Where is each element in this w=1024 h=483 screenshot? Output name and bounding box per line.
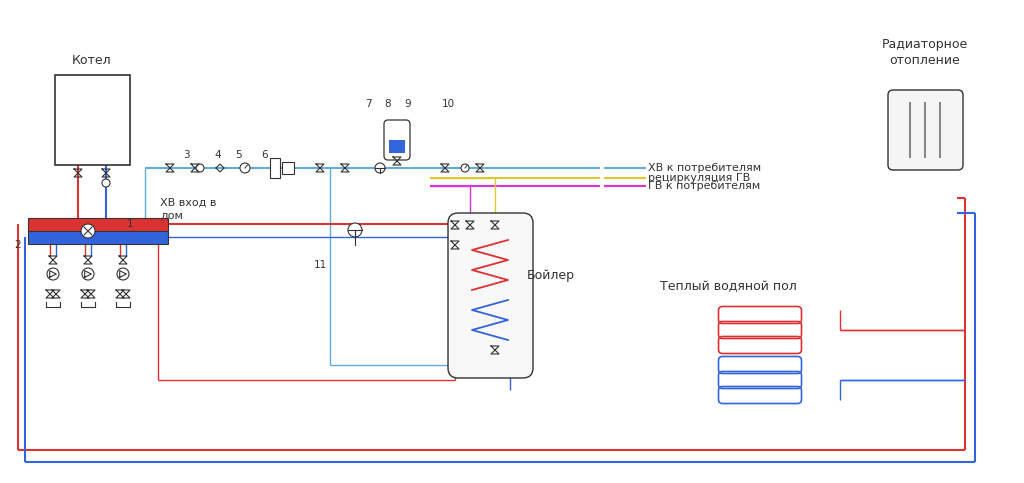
Text: Теплый водяной пол: Теплый водяной пол <box>660 280 797 293</box>
FancyBboxPatch shape <box>28 218 168 231</box>
Text: 7: 7 <box>365 99 372 109</box>
FancyBboxPatch shape <box>55 75 130 165</box>
FancyBboxPatch shape <box>888 90 963 170</box>
Text: Котел: Котел <box>72 54 112 67</box>
Text: Бойлер: Бойлер <box>527 269 575 282</box>
Circle shape <box>240 163 250 173</box>
Circle shape <box>117 268 129 280</box>
Text: 2: 2 <box>14 240 22 250</box>
FancyBboxPatch shape <box>389 140 406 153</box>
Circle shape <box>47 268 59 280</box>
Circle shape <box>82 268 94 280</box>
FancyBboxPatch shape <box>384 120 410 160</box>
FancyBboxPatch shape <box>28 231 168 244</box>
Circle shape <box>461 164 469 172</box>
Circle shape <box>102 179 110 187</box>
Text: 8: 8 <box>385 99 391 109</box>
Text: 3: 3 <box>182 150 189 160</box>
Circle shape <box>375 163 385 173</box>
Text: 1: 1 <box>127 219 133 229</box>
Text: рециркуляция ГВ: рециркуляция ГВ <box>648 173 751 183</box>
Circle shape <box>196 164 204 172</box>
Text: 5: 5 <box>234 150 242 160</box>
Text: 10: 10 <box>441 99 455 109</box>
Text: 4: 4 <box>215 150 221 160</box>
FancyBboxPatch shape <box>282 162 294 174</box>
Text: ГВ к потребителям: ГВ к потребителям <box>648 181 760 191</box>
FancyBboxPatch shape <box>449 213 534 378</box>
Text: ХВ к потребителям: ХВ к потребителям <box>648 163 761 173</box>
Text: 11: 11 <box>313 260 327 270</box>
Circle shape <box>348 223 362 237</box>
Circle shape <box>81 224 95 238</box>
Text: Радиаторное
отопление: Радиаторное отопление <box>882 38 968 67</box>
Text: 9: 9 <box>404 99 412 109</box>
FancyBboxPatch shape <box>270 158 280 178</box>
Text: 6: 6 <box>262 150 268 160</box>
Text: ХВ вход в
дом: ХВ вход в дом <box>160 198 216 220</box>
